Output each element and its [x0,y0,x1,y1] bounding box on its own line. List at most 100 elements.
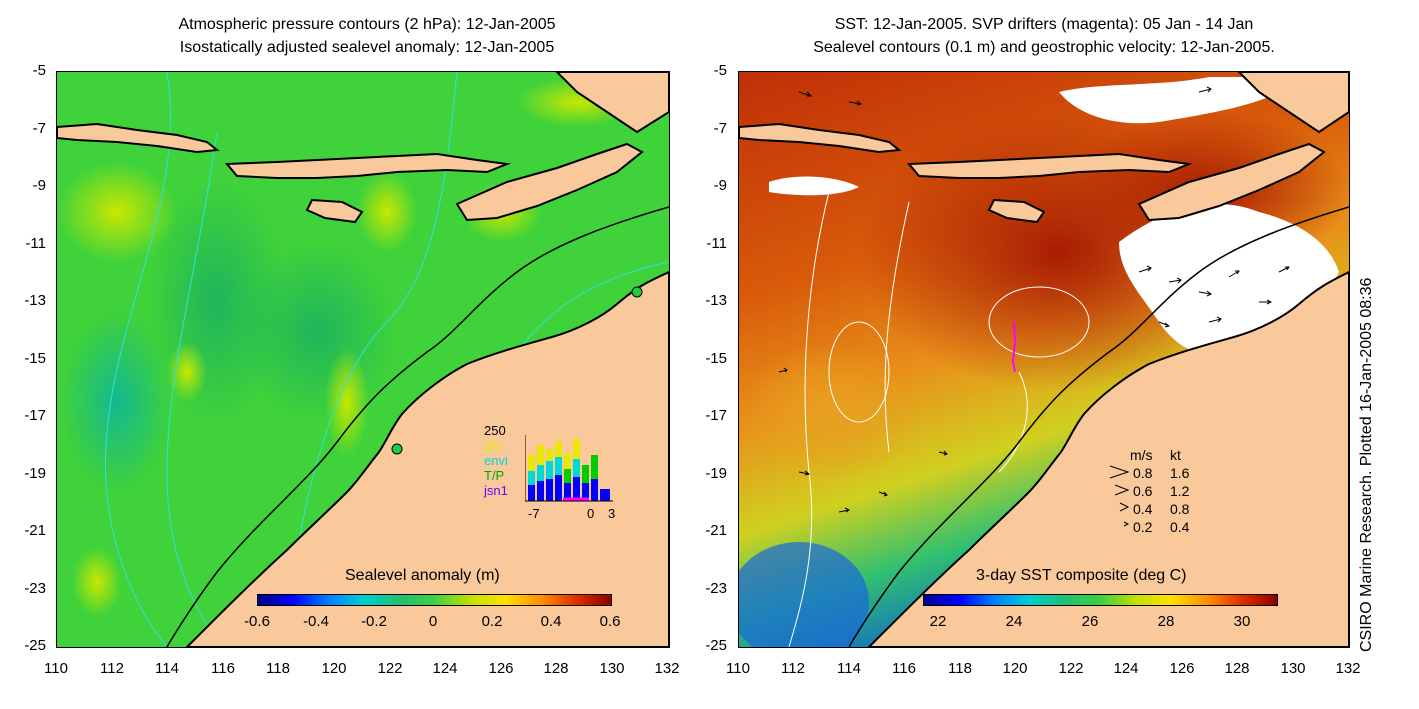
velocity-legend-kt: 0.4 [1170,519,1190,535]
right-ytick: -23 [705,580,727,597]
left-xtick: 112 [100,660,124,677]
right-ytick: -19 [705,465,727,482]
cloud-mask [1059,77,1299,124]
histogram-legend-gfo: gfo [484,438,503,453]
sumba-island [987,198,1046,224]
velocity-legend-arrows [1109,465,1130,527]
velocity-legend-ms: 0.6 [1133,483,1153,499]
velocity-legend-ms: 0.2 [1133,519,1153,535]
northern-land [1237,72,1349,134]
sst-map [738,71,1350,648]
right-xtick: 120 [1002,660,1028,677]
left-xtick: 130 [599,660,625,677]
left-title-line1: Atmospheric pressure contours (2 hPa): 1… [178,16,556,33]
right-xtick: 110 [726,660,750,677]
velocity-legend-ms: 0.4 [1133,501,1153,517]
sumba-island [305,198,364,224]
right-ytick: -17 [705,407,727,424]
right-title-line2: Sealevel contours (0.1 m) and geostrophi… [813,39,1275,56]
timor-island [1137,142,1326,222]
java-island [739,122,902,154]
tide-gauge-marker [631,286,643,298]
left-xtick: 120 [321,660,347,677]
histogram-xtick: 0 [587,506,595,521]
right-xtick: 114 [837,660,861,677]
right-xtick: 132 [1335,660,1361,677]
right-colorbar-tick: 26 [1081,613,1099,630]
left-colorbar-tick: -0.2 [361,613,387,630]
velocity-legend-ms-header: m/s [1130,447,1153,463]
left-xtick: 118 [266,660,290,677]
sealevel-anomaly-map [56,71,670,648]
australia-landmass [867,270,1349,647]
sst-colorbar [923,594,1278,606]
lesser-sunda-islands [906,152,1193,179]
velocity-legend-kt: 0.8 [1170,501,1190,517]
right-ytick: -25 [705,637,727,654]
histogram-xtick: 3 [608,506,616,521]
right-xtick: 118 [948,660,972,677]
left-xtick: 132 [654,660,680,677]
left-colorbar-tick: 0.4 [540,613,562,630]
velocity-legend-ms: 0.8 [1133,465,1153,481]
histogram-legend-envi: envi [484,453,508,468]
right-colorbar-tick: 24 [1005,613,1023,630]
histogram-legend-tp: T/P [484,468,505,483]
left-ytick: -9 [32,177,46,194]
right-colorbar-tick: 22 [929,613,947,630]
histogram-legend-jsn1: jsn1 [484,483,508,498]
histogram-xtick: -7 [528,506,540,521]
left-xtick: 122 [377,660,403,677]
plot-credit: CSIRO Marine Research. Plotted 16-Jan-20… [1358,277,1375,652]
right-xtick: 130 [1280,660,1306,677]
left-xtick: 126 [488,660,514,677]
left-ytick: -5 [32,62,46,79]
right-ytick: -13 [705,292,727,309]
left-ytick: -11 [25,235,46,252]
right-ytick: -11 [706,235,727,252]
right-xtick: 126 [1169,660,1195,677]
geostrophic-velocity-arrows [778,86,1290,513]
right-title-line1: SST: 12-Jan-2005. SVP drifters (magenta)… [834,16,1254,33]
left-ytick: -13 [24,292,46,309]
timor-island [455,142,644,222]
left-colorbar-title: Sealevel anomaly (m) [345,567,500,584]
velocity-legend-kt: 1.6 [1170,465,1190,481]
right-xtick: 122 [1058,660,1084,677]
sealevel-colorbar [257,594,612,606]
right-xtick: 112 [781,660,805,677]
left-ytick: -21 [24,522,46,539]
left-colorbar-tick: 0 [428,613,438,630]
left-colorbar-tick: 0.6 [599,613,621,630]
right-colorbar-tick: 28 [1157,613,1175,630]
svp-drifter-track [1011,321,1017,373]
left-ytick: -17 [24,407,46,424]
australia-landmass [185,270,669,647]
java-island [57,122,220,154]
left-ytick: -15 [24,350,46,367]
right-xtick: 124 [1113,660,1139,677]
right-xtick: 128 [1224,660,1250,677]
left-colorbar-tick: -0.4 [303,613,329,630]
right-ytick: -15 [705,350,727,367]
left-ytick: -7 [32,120,46,137]
left-xtick: 114 [155,660,179,677]
cloud-mask [769,176,859,196]
left-ytick: -19 [24,465,46,482]
left-title-line2: Isostatically adjusted sealevel anomaly:… [179,39,555,56]
histogram-ymax-label: 250 [484,423,506,438]
right-ytick: -5 [713,62,727,79]
left-xtick: 110 [44,660,68,677]
velocity-legend-kt-header: kt [1170,447,1181,463]
right-colorbar-title: 3-day SST composite (deg C) [976,567,1187,584]
left-xtick: 124 [432,660,458,677]
lesser-sunda-islands [224,152,511,179]
right-colorbar-tick: 30 [1233,613,1251,630]
right-xtick: 116 [892,660,916,677]
right-ytick: -21 [705,522,727,539]
altimeter-histogram [525,435,613,502]
left-colorbar-tick: -0.6 [244,613,270,630]
northern-land [555,72,669,134]
right-ytick: -9 [713,177,727,194]
left-xtick: 116 [211,660,235,677]
